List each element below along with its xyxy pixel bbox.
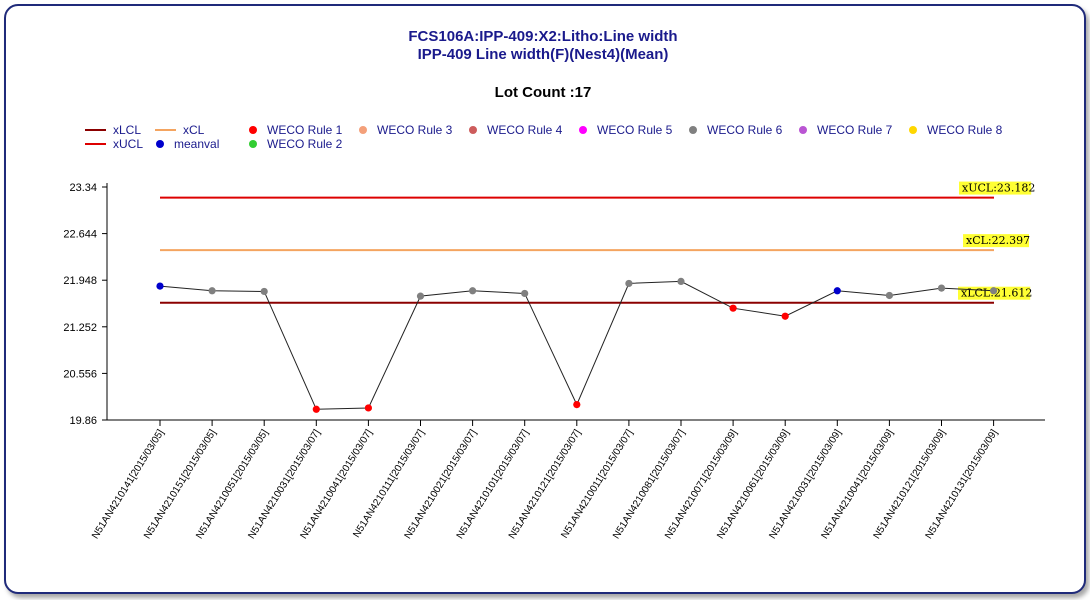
limit-label-ucl: xUCL:23.182 bbox=[959, 181, 1035, 195]
limit-label-bg bbox=[963, 234, 1029, 248]
legend-label: xLCL bbox=[113, 123, 141, 137]
data-point[interactable] bbox=[625, 279, 633, 288]
legend-dot-swatch bbox=[156, 140, 164, 148]
legend-dot-swatch bbox=[469, 126, 477, 134]
data-point[interactable] bbox=[729, 304, 737, 312]
legend-dot-swatch bbox=[249, 126, 257, 134]
legend-label: xCL bbox=[183, 123, 205, 137]
legend-dot-swatch bbox=[689, 126, 697, 134]
y-tick-label: 23.34 bbox=[69, 182, 97, 194]
legend-item-weco-rule-4[interactable]: WECO Rule 4 bbox=[469, 123, 563, 137]
legend-label: WECO Rule 6 bbox=[707, 123, 783, 137]
legend-item-weco-rule-5[interactable]: WECO Rule 5 bbox=[579, 123, 673, 137]
legend-item-weco-rule-6[interactable]: WECO Rule 6 bbox=[689, 123, 783, 137]
data-point[interactable] bbox=[416, 292, 425, 300]
axes: 23.3422.64421.94821.25220.55619.86N51AN4… bbox=[63, 182, 1045, 541]
data-point[interactable] bbox=[260, 287, 268, 296]
legend-dot-swatch bbox=[909, 126, 917, 134]
data-point[interactable] bbox=[364, 404, 372, 412]
y-tick-label: 21.948 bbox=[63, 275, 97, 287]
legend-dot-swatch bbox=[579, 126, 587, 134]
data-point[interactable] bbox=[833, 287, 841, 295]
legend-label: WECO Rule 3 bbox=[377, 123, 453, 137]
y-tick-label: 21.252 bbox=[63, 322, 97, 334]
legend-label: WECO Rule 4 bbox=[487, 123, 563, 137]
data-point[interactable] bbox=[156, 282, 164, 290]
legend-dot-swatch bbox=[359, 126, 367, 134]
y-tick-label: 19.86 bbox=[69, 415, 97, 427]
legend-item-weco-rule-1[interactable]: WECO Rule 1 bbox=[249, 123, 343, 137]
legend-item-xlcl[interactable]: xLCL bbox=[85, 123, 141, 137]
chart-frame bbox=[4, 4, 1086, 594]
lot-count-label: Lot Count :17 bbox=[495, 84, 592, 101]
legend-label: WECO Rule 1 bbox=[267, 123, 343, 137]
y-tick-label: 22.644 bbox=[63, 229, 97, 241]
legend-item-weco-rule-7[interactable]: WECO Rule 7 bbox=[799, 123, 893, 137]
legend-dot-swatch bbox=[249, 140, 257, 148]
limit-label-text: xCL:22.397 bbox=[966, 234, 1030, 247]
data-point[interactable] bbox=[781, 312, 789, 320]
data-point[interactable] bbox=[677, 277, 685, 286]
legend-label: xUCL bbox=[113, 137, 143, 151]
data-point[interactable] bbox=[208, 287, 216, 295]
chart-title: FCS106A:IPP-409:X2:Litho:Line width bbox=[408, 28, 677, 45]
legend-label: meanval bbox=[174, 137, 219, 151]
legend: xLCL xCL WECO Rule 1 WECO Rule 3 WECO Rule 4… bbox=[85, 123, 1003, 151]
limit-label-text: xUCL:23.182 bbox=[962, 182, 1035, 195]
data-point[interactable] bbox=[312, 405, 320, 413]
limit-label-text: xLCL:21.612 bbox=[961, 287, 1032, 300]
data-point[interactable] bbox=[469, 287, 477, 295]
data-point[interactable] bbox=[937, 284, 946, 292]
legend-dot-swatch bbox=[799, 126, 807, 134]
data-point[interactable] bbox=[885, 291, 894, 300]
series-meanval bbox=[156, 277, 998, 413]
legend-label: WECO Rule 2 bbox=[267, 137, 343, 151]
limit-label-cl: xCL:22.397 bbox=[963, 234, 1030, 248]
y-tick-label: 20.556 bbox=[63, 368, 97, 380]
legend-item-meanval[interactable]: meanval bbox=[156, 137, 219, 151]
data-point[interactable] bbox=[990, 287, 998, 295]
legend-label: WECO Rule 8 bbox=[927, 123, 1003, 137]
legend-item-weco-rule-3[interactable]: WECO Rule 3 bbox=[359, 123, 453, 137]
limit-label-bg bbox=[959, 181, 1032, 195]
data-point[interactable] bbox=[573, 401, 581, 409]
data-point[interactable] bbox=[521, 289, 529, 298]
chart-subtitle: IPP-409 Line width(F)(Nest4)(Mean) bbox=[418, 46, 669, 63]
legend-item-xcl[interactable]: xCL bbox=[155, 123, 205, 137]
legend-label: WECO Rule 5 bbox=[597, 123, 673, 137]
legend-label: WECO Rule 7 bbox=[817, 123, 893, 137]
legend-item-weco-rule-2[interactable]: WECO Rule 2 bbox=[249, 137, 343, 151]
legend-item-xucl[interactable]: xUCL bbox=[85, 137, 143, 151]
control-limits: xUCL:23.182 xCL:22.397 xLCL:21.612 bbox=[160, 181, 1035, 304]
legend-item-weco-rule-8[interactable]: WECO Rule 8 bbox=[909, 123, 1003, 137]
series-line bbox=[159, 280, 994, 410]
